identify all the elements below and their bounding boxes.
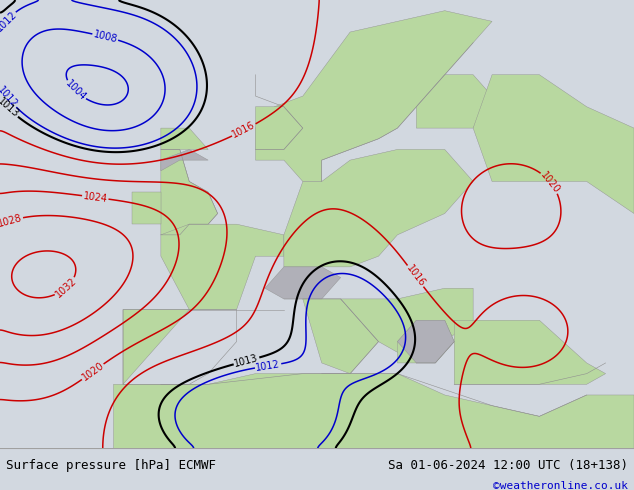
Text: 1008: 1008 bbox=[92, 29, 119, 45]
Text: 1013: 1013 bbox=[233, 353, 259, 369]
Text: 1032: 1032 bbox=[53, 276, 79, 299]
Text: ©weatheronline.co.uk: ©weatheronline.co.uk bbox=[493, 481, 628, 490]
Text: 1004: 1004 bbox=[63, 78, 87, 103]
Text: 1016: 1016 bbox=[404, 263, 427, 289]
Text: Surface pressure [hPa] ECMWF: Surface pressure [hPa] ECMWF bbox=[6, 459, 216, 471]
Polygon shape bbox=[133, 192, 161, 224]
Polygon shape bbox=[417, 75, 492, 128]
Polygon shape bbox=[123, 224, 284, 384]
Text: Sa 01-06-2024 12:00 UTC (18+138): Sa 01-06-2024 12:00 UTC (18+138) bbox=[387, 459, 628, 471]
Polygon shape bbox=[265, 267, 340, 299]
Polygon shape bbox=[284, 299, 378, 374]
Polygon shape bbox=[454, 320, 605, 384]
Text: 1016: 1016 bbox=[231, 120, 257, 140]
Polygon shape bbox=[256, 107, 303, 149]
Polygon shape bbox=[161, 149, 217, 235]
Text: 1028: 1028 bbox=[0, 213, 23, 229]
Polygon shape bbox=[398, 320, 454, 363]
Polygon shape bbox=[113, 374, 634, 448]
Text: 1012: 1012 bbox=[0, 9, 18, 34]
Polygon shape bbox=[256, 11, 492, 181]
Polygon shape bbox=[473, 75, 634, 214]
Polygon shape bbox=[340, 288, 473, 363]
Text: 1012: 1012 bbox=[255, 359, 281, 373]
Polygon shape bbox=[161, 128, 208, 149]
Text: 1013: 1013 bbox=[0, 96, 21, 120]
Text: 1024: 1024 bbox=[82, 191, 108, 204]
Text: 1020: 1020 bbox=[539, 170, 562, 195]
Polygon shape bbox=[284, 149, 473, 267]
Text: 1012: 1012 bbox=[0, 84, 20, 110]
Text: 1020: 1020 bbox=[80, 361, 106, 383]
Polygon shape bbox=[398, 320, 454, 363]
Polygon shape bbox=[161, 149, 208, 171]
